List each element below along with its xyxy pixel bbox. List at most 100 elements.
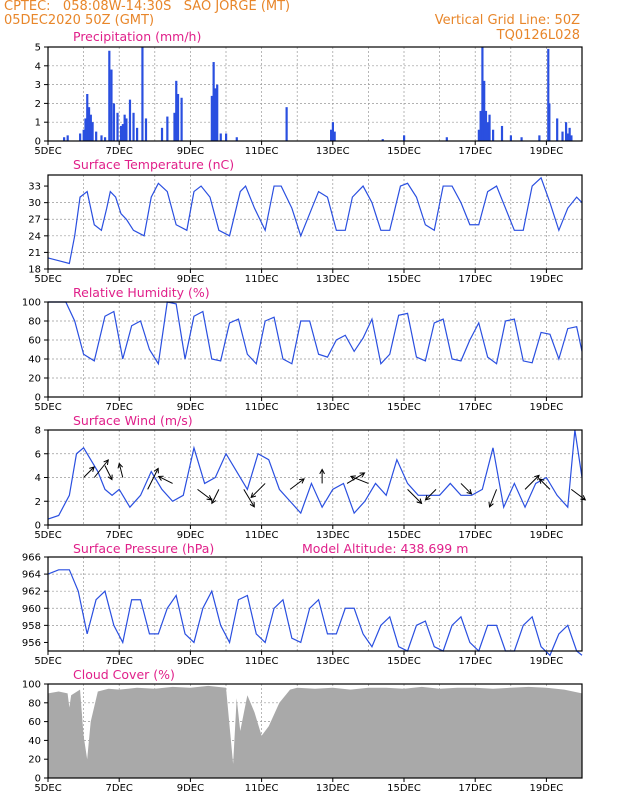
x-tick-label: 13DEC	[316, 530, 350, 541]
cloud-title: Cloud Cover (%)	[73, 667, 175, 682]
precip-bar	[180, 97, 183, 141]
header-line1-right: Vertical Grid Line: 50Z	[434, 13, 580, 28]
x-tick-label: 15DEC	[387, 656, 421, 667]
wind-title: Surface Wind (m/s)	[73, 413, 193, 428]
wind-arrow-head	[538, 478, 545, 484]
x-tick-label: 19DEC	[530, 783, 564, 794]
precip-bar	[173, 112, 176, 141]
x-tick-label: 17DEC	[458, 274, 492, 285]
series-line-4	[47, 569, 583, 657]
precip-bar	[91, 122, 94, 141]
x-tick-label: 9DEC	[177, 530, 204, 541]
wind-arrow-shaft	[83, 466, 95, 478]
y-tick-label: 27	[28, 215, 41, 226]
precip-bar	[119, 125, 123, 141]
wind-arrow-head	[107, 474, 113, 481]
wind-arrow-head	[211, 498, 217, 505]
y-tick-label: 4	[35, 473, 41, 484]
x-tick-label: 19DEC	[530, 530, 564, 541]
wind-arrow-head	[580, 495, 587, 501]
wind-arrow-shaft	[158, 475, 173, 484]
x-tick-label: 7DEC	[106, 146, 133, 157]
x-tick-label: 17DEC	[458, 402, 492, 413]
precip-bar	[210, 95, 213, 141]
precip-bar	[100, 135, 103, 141]
x-tick-label: 15DEC	[387, 402, 421, 413]
precip-bar	[95, 131, 98, 141]
precip-bar	[108, 50, 111, 142]
precip-bar	[331, 122, 334, 141]
precip-bar	[235, 137, 238, 141]
precip-bar	[547, 48, 550, 141]
y-tick-label: 40	[28, 355, 41, 366]
precip-bar	[82, 129, 85, 141]
x-tick-label: 7DEC	[106, 656, 133, 667]
y-tick-label: 962	[22, 587, 41, 598]
x-tick-label: 5DEC	[34, 146, 61, 157]
precip-bar	[176, 94, 180, 141]
x-tick-label: 7DEC	[106, 402, 133, 413]
precip-bar	[445, 137, 448, 141]
precip-bar	[175, 80, 178, 141]
wind-arrow-head	[319, 468, 325, 475]
precip-bar	[141, 47, 144, 141]
precip-bar	[488, 114, 491, 141]
precip-bar	[486, 122, 489, 141]
precip-bar	[136, 127, 139, 141]
precip-bar	[556, 118, 559, 141]
precip-bar	[568, 127, 571, 141]
wind-arrow-head	[153, 467, 159, 474]
wind-arrow-head	[103, 459, 109, 466]
wind-arrow-shaft	[489, 489, 498, 508]
panel-frame	[47, 46, 583, 142]
precip-bar	[110, 69, 113, 141]
y-tick-label: 80	[28, 317, 41, 328]
series-line-2	[48, 301, 583, 366]
precip-bar	[333, 131, 336, 141]
precip-bar	[121, 124, 124, 141]
model-altitude-note: Model Altitude: 438.699 m	[302, 541, 469, 556]
wind-arrow-head	[89, 466, 95, 472]
y-tick-label: 966	[22, 553, 41, 564]
series-line-1	[47, 176, 583, 265]
wind-arrow-head	[416, 498, 423, 505]
precip-bar	[125, 118, 128, 141]
header-line2-right: TQ0126L028	[496, 28, 580, 43]
y-tick-label: 956	[22, 638, 41, 649]
precip-bar	[132, 112, 135, 141]
precip-bar	[561, 131, 564, 141]
x-tick-label: 19DEC	[530, 146, 564, 157]
x-tick-label: 13DEC	[316, 274, 350, 285]
precip-bar	[116, 112, 119, 141]
wind-arrow-shaft	[147, 468, 159, 490]
precip-bar	[492, 129, 495, 141]
panel-frame	[47, 174, 583, 270]
cloud-cover-area	[48, 685, 582, 778]
precip-bar	[509, 135, 512, 141]
x-tick-label: 13DEC	[316, 146, 350, 157]
pressure-title: Surface Pressure (hPa)	[73, 541, 215, 556]
precip-bar	[484, 110, 488, 141]
precip-bar	[112, 103, 116, 141]
y-tick-label: 2	[35, 99, 41, 110]
x-tick-label: 9DEC	[177, 402, 204, 413]
precip-bar	[123, 114, 126, 141]
x-tick-label: 9DEC	[177, 783, 204, 794]
panel-frame	[47, 429, 583, 526]
wind-arrow-head	[117, 462, 124, 469]
precip-bar	[79, 133, 82, 141]
precip-bar	[216, 84, 219, 141]
precip-bar	[219, 133, 222, 141]
x-tick-label: 9DEC	[177, 656, 204, 667]
x-tick-label: 11DEC	[245, 274, 279, 285]
wind-arrow-head	[299, 478, 305, 484]
wind-arrow-shaft	[350, 475, 369, 484]
x-tick-label: 9DEC	[177, 146, 204, 157]
wind-arrow-head	[250, 492, 257, 499]
x-tick-label: 7DEC	[106, 530, 133, 541]
y-tick-label: 60	[28, 336, 41, 347]
y-tick-label: 1	[35, 118, 41, 129]
x-tick-label: 5DEC	[34, 402, 61, 413]
wind-arrow-head	[349, 475, 356, 481]
